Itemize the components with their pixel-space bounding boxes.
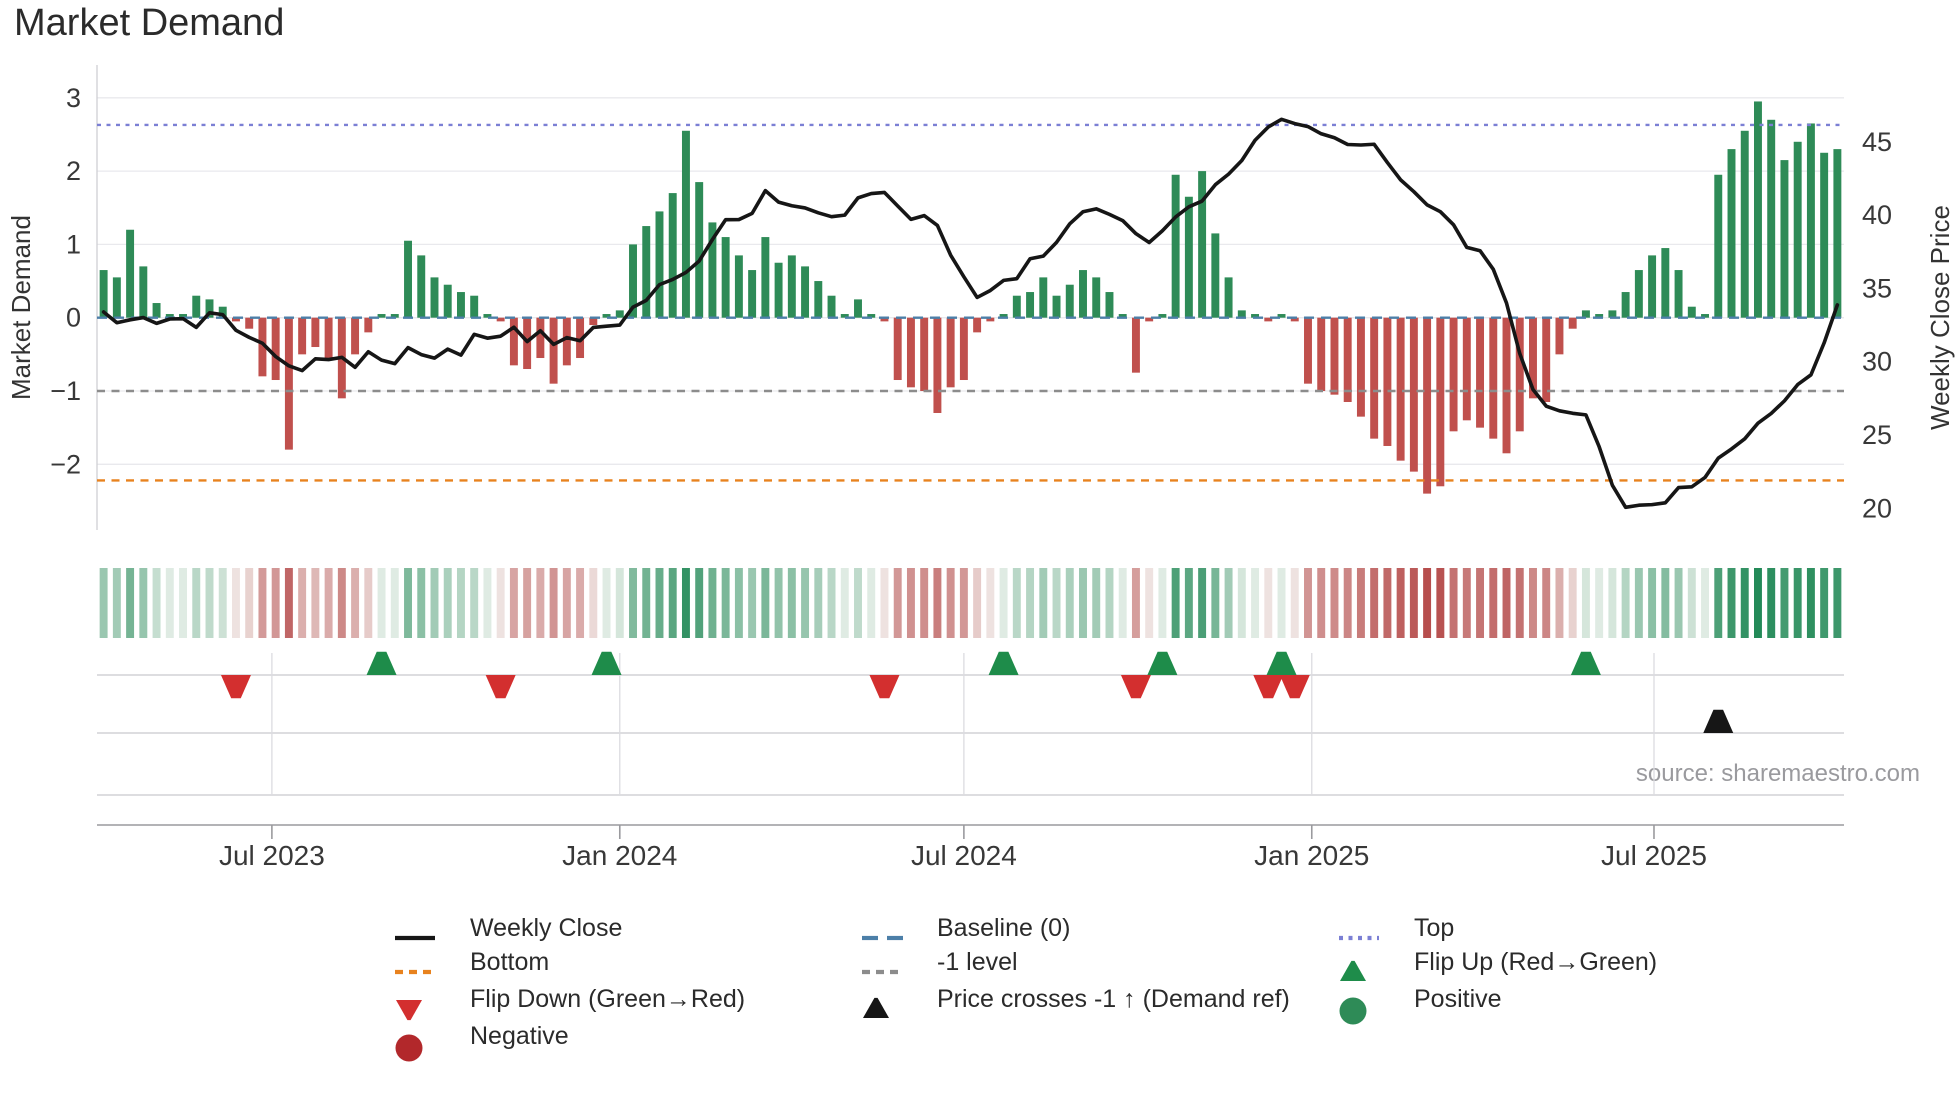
svg-text:−2: −2 [50, 449, 81, 479]
svg-text:Jul 2023: Jul 2023 [219, 840, 325, 871]
svg-text:45: 45 [1862, 127, 1892, 157]
svg-text:30: 30 [1862, 347, 1892, 377]
svg-text:25: 25 [1862, 420, 1892, 450]
svg-text:1: 1 [66, 229, 81, 259]
svg-text:2: 2 [66, 156, 81, 186]
svg-text:Jan 2025: Jan 2025 [1254, 840, 1369, 871]
svg-text:Jul 2024: Jul 2024 [911, 840, 1017, 871]
svg-text:0: 0 [66, 303, 81, 333]
svg-text:20: 20 [1862, 493, 1892, 523]
svg-text:−1: −1 [50, 376, 81, 406]
svg-text:Jan 2024: Jan 2024 [562, 840, 677, 871]
svg-text:Jul 2025: Jul 2025 [1601, 840, 1707, 871]
svg-text:40: 40 [1862, 200, 1892, 230]
svg-text:35: 35 [1862, 273, 1892, 303]
svg-text:3: 3 [66, 83, 81, 113]
